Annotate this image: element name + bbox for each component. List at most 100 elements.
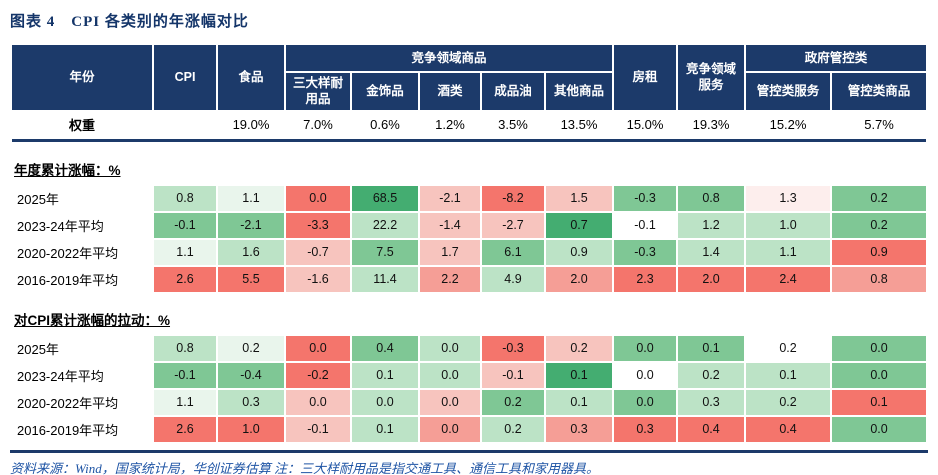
- table-cell: 2.4: [746, 266, 831, 292]
- table-cell: 1.6: [218, 239, 284, 265]
- table-cell: 1.7: [420, 239, 480, 265]
- table-cell: 0.0: [286, 185, 350, 211]
- table-cell: -0.1: [482, 362, 544, 388]
- row-label: 2023-24年平均: [12, 362, 152, 388]
- table-cell: -0.1: [154, 362, 216, 388]
- col-header-cpi: CPI: [154, 45, 216, 110]
- table-cell: 1.0: [218, 416, 284, 442]
- table-cell: 68.5: [352, 185, 418, 211]
- row-label: 2020-2022年平均: [12, 389, 152, 415]
- table-cell: -2.1: [218, 212, 284, 238]
- table-cell: 0.8: [832, 266, 927, 292]
- table-cell: -1.6: [286, 266, 350, 292]
- weight-row: 权重 19.0% 7.0% 0.6% 1.2% 3.5% 13.5% 15.0%…: [12, 112, 926, 137]
- table-cell: 0.2: [546, 335, 613, 361]
- table-cell: 4.9: [482, 266, 544, 292]
- table-cell: 1.1: [218, 185, 284, 211]
- row-label: 2023-24年平均: [12, 212, 152, 238]
- table-cell: 0.1: [746, 362, 831, 388]
- table-cell: 0.1: [678, 335, 745, 361]
- table-cell: 1.3: [746, 185, 831, 211]
- row-label: 2025年: [12, 335, 152, 361]
- section-spacer: [12, 294, 926, 304]
- table-cell: 1.5: [546, 185, 613, 211]
- table-cell: 0.2: [678, 362, 745, 388]
- table-cell: 2.0: [546, 266, 613, 292]
- section-title-row: 对CPI累计涨幅的拉动：%: [12, 306, 926, 334]
- header-row-1: 年份 CPI 食品 竞争领域商品 房租 竞争领域 服务 政府管控类: [12, 45, 927, 110]
- weight-value: 7.0%: [303, 116, 333, 132]
- table-cell: 0.2: [832, 212, 927, 238]
- table-cell: 0.0: [832, 362, 927, 388]
- table-row: 2020-2022年平均 1.1 1.6 -0.7 7.5 1.7 6.1 0.9 -0.3 1.…: [12, 239, 927, 265]
- col-header-rent: 房租: [614, 45, 677, 110]
- table-cell: 0.0: [420, 362, 480, 388]
- table-row: 2016-2019年平均 2.6 1.0 -0.1 0.1 0.0 0.2 0.3 0.3 0.4…: [12, 416, 927, 442]
- table-cell: 0.8: [678, 185, 745, 211]
- row-label: 2025年: [12, 185, 152, 211]
- table-cell: 0.3: [614, 416, 677, 442]
- row-label: 2016-2019年平均: [12, 416, 152, 442]
- col-header-other-goods: 其他商品: [546, 73, 613, 110]
- table-cell: 0.2: [218, 335, 284, 361]
- table-cell: -0.7: [286, 239, 350, 265]
- weight-value: 13.5%: [560, 116, 598, 132]
- table-cell: 0.0: [420, 389, 480, 415]
- table-cell: 1.1: [746, 239, 831, 265]
- table-cell: 1.1: [154, 389, 216, 415]
- table-cell: 0.0: [614, 362, 677, 388]
- table-row: 2025年 0.8 1.1 0.0 68.5 -2.1 -8.2 1.5 -0.3 0.8 1.3 0…: [12, 185, 927, 211]
- table-cell: 0.3: [678, 389, 745, 415]
- section-spacer: [12, 144, 926, 154]
- table-row: 2023-24年平均 -0.1 -0.4 -0.2 0.1 0.0 -0.1 0.1 0.0 0.…: [12, 362, 927, 388]
- table-cell: 0.0: [832, 416, 927, 442]
- table-cell: 0.9: [832, 239, 927, 265]
- table-cell: -0.1: [154, 212, 216, 238]
- col-header-durables: 三大样耐 用品: [286, 73, 350, 110]
- col-header-competitive-goods-group: 竞争领域商品: [286, 45, 613, 71]
- table-row: 2023-24年平均 -0.1 -2.1 -3.3 22.2 -1.4 -2.7 0.7 -0.…: [12, 212, 927, 238]
- table-cell: -0.1: [614, 212, 677, 238]
- table-cell: 2.6: [154, 416, 216, 442]
- table-cell: -2.1: [420, 185, 480, 211]
- table-cell: 11.4: [352, 266, 418, 292]
- col-header-gov-controlled-group: 政府管控类: [746, 45, 927, 71]
- table-cell: 0.8: [154, 185, 216, 211]
- table-cell: 6.1: [482, 239, 544, 265]
- table-cell: 0.4: [352, 335, 418, 361]
- table-cell: -0.3: [614, 239, 677, 265]
- table-cell: 0.3: [218, 389, 284, 415]
- section-title: 年度累计涨幅：%: [14, 162, 121, 178]
- weight-value: 15.2%: [769, 116, 807, 132]
- table-cell: 0.4: [746, 416, 831, 442]
- bottom-rule: [10, 449, 928, 453]
- table-cell: -0.1: [286, 416, 350, 442]
- table-cell: 0.2: [482, 389, 544, 415]
- weight-value: 15.0%: [626, 116, 664, 132]
- col-header-controlled-goods: 管控类商品: [832, 73, 927, 110]
- table-cell: 1.2: [678, 212, 745, 238]
- table-cell: 1.4: [678, 239, 745, 265]
- weight-value: 19.3%: [692, 116, 730, 132]
- table-cell: 0.1: [546, 389, 613, 415]
- table-cell: 0.0: [286, 335, 350, 361]
- table-cell: -2.7: [482, 212, 544, 238]
- table-cell: 22.2: [352, 212, 418, 238]
- table-cell: 5.5: [218, 266, 284, 292]
- table-cell: 1.1: [154, 239, 216, 265]
- weight-value: 3.5%: [498, 116, 528, 132]
- col-header-alcohol: 酒类: [420, 73, 480, 110]
- table-cell: 0.0: [286, 389, 350, 415]
- row-label: 2020-2022年平均: [12, 239, 152, 265]
- col-header-controlled-services: 管控类服务: [746, 73, 831, 110]
- table-cell: 0.0: [420, 416, 480, 442]
- table-cell: -0.2: [286, 362, 350, 388]
- col-header-refined-oil: 成品油: [482, 73, 544, 110]
- table-cell: 0.8: [154, 335, 216, 361]
- table-cell: -0.3: [614, 185, 677, 211]
- table-cell: -3.3: [286, 212, 350, 238]
- table-cell: 0.1: [352, 416, 418, 442]
- table-cell: 1.0: [746, 212, 831, 238]
- table-cell: 0.1: [832, 389, 927, 415]
